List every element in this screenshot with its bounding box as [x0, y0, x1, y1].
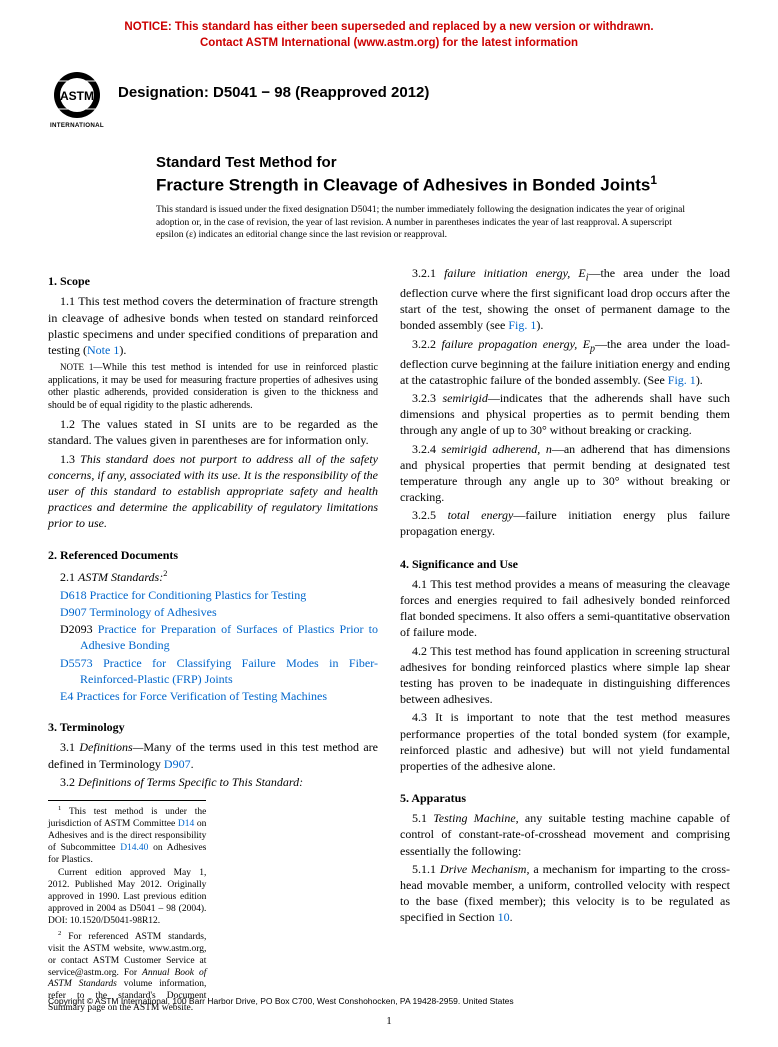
notice-line1: NOTICE: This standard has either been su…	[124, 21, 653, 33]
para-3-2: 3.2 Definitions of Terms Specific to Thi…	[48, 774, 378, 790]
link-d907[interactable]: D907	[60, 605, 87, 619]
para-1-1: 1.1 This test method covers the determin…	[48, 293, 378, 358]
section-2-head: 2. Referenced Documents	[48, 547, 378, 563]
svg-text:ASTM: ASTM	[60, 89, 94, 103]
footnotes: 1 This test method is under the jurisdic…	[48, 800, 206, 1015]
para-3-2-5: 3.2.5 total energy—failure initiation en…	[400, 507, 730, 539]
title-main: Fracture Strength in Cleavage of Adhesiv…	[156, 173, 710, 196]
ref-d618: D618 Practice for Conditioning Plastics …	[48, 587, 378, 603]
svg-text:INTERNATIONAL: INTERNATIONAL	[50, 122, 104, 129]
footnote-1: 1 This test method is under the jurisdic…	[48, 805, 206, 867]
link-d2093[interactable]: Practice for Preparation of Surfaces of …	[80, 622, 378, 652]
para-4-2: 4.2 This test method has found applicati…	[400, 643, 730, 708]
para-3-2-4: 3.2.4 semirigid adherend, n—an adherend …	[400, 441, 730, 506]
notice-line2: Contact ASTM International (www.astm.org…	[200, 37, 578, 49]
link-d5573[interactable]: D5573	[60, 656, 93, 670]
link-e4[interactable]: E4	[60, 689, 73, 703]
para-4-1: 4.1 This test method provides a means of…	[400, 576, 730, 641]
ref-d2093: D2093 Practice for Preparation of Surfac…	[48, 621, 378, 653]
para-1-2: 1.2 The values stated in SI units are to…	[48, 416, 378, 448]
link-d1440[interactable]: D14.40	[120, 843, 148, 853]
note-1: NOTE 1—While this test method is intende…	[48, 362, 378, 412]
body-columns: 1. Scope 1.1 This test method covers the…	[48, 265, 730, 1017]
footnote-1b: Current edition approved May 1, 2012. Pu…	[48, 868, 206, 927]
notice-banner: NOTICE: This standard has either been su…	[48, 20, 730, 51]
para-5-1: 5.1 Testing Machine, any suitable testin…	[400, 810, 730, 859]
link-fig1-b[interactable]: Fig. 1	[668, 373, 696, 387]
designation: Designation: D5041 − 98 (Reapproved 2012…	[118, 69, 429, 103]
issuance-note: This standard is issued under the fixed …	[156, 204, 690, 241]
page: NOTICE: This standard has either been su…	[0, 0, 778, 1047]
para-3-2-3: 3.2.3 semirigid—indicates that the adher…	[400, 390, 730, 439]
section-5-head: 5. Apparatus	[400, 790, 730, 806]
copyright: Copyright © ASTM International, 100 Barr…	[48, 996, 514, 1007]
link-section10[interactable]: 10	[498, 910, 510, 924]
link-d14[interactable]: D14	[178, 819, 194, 829]
title-pretitle: Standard Test Method for	[156, 153, 710, 173]
link-fig1-a[interactable]: Fig. 1	[508, 318, 536, 332]
para-3-2-2: 3.2.2 failure propagation energy, Ep—the…	[400, 336, 730, 388]
astm-logo: ASTM INTERNATIONAL	[48, 69, 106, 131]
ref-e4: E4 Practices for Force Verification of T…	[48, 688, 378, 704]
section-1-head: 1. Scope	[48, 273, 378, 289]
ref-d907: D907 Terminology of Adhesives	[48, 604, 378, 620]
section-3-head: 3. Terminology	[48, 719, 378, 735]
header-row: ASTM INTERNATIONAL Designation: D5041 − …	[48, 69, 730, 131]
section-4-head: 4. Significance and Use	[400, 556, 730, 572]
para-3-2-1: 3.2.1 failure initiation energy, Ei—the …	[400, 265, 730, 333]
para-3-1: 3.1 Definitions—Many of the terms used i…	[48, 739, 378, 771]
link-note1[interactable]: Note 1	[87, 343, 119, 357]
ref-d5573: D5573 Practice for Classifying Failure M…	[48, 655, 378, 687]
para-1-3: 1.3 This standard does not purport to ad…	[48, 451, 378, 532]
title-block: Standard Test Method for Fracture Streng…	[156, 153, 710, 196]
para-4-3: 4.3 It is important to note that the tes…	[400, 709, 730, 774]
link-d907-2[interactable]: D907	[164, 757, 191, 771]
page-number: 1	[0, 1014, 778, 1029]
para-5-1-1: 5.1.1 Drive Mechanism, a mechanism for i…	[400, 861, 730, 926]
para-2-1: 2.1 ASTM Standards:2	[48, 568, 378, 585]
link-d618[interactable]: D618	[60, 588, 87, 602]
